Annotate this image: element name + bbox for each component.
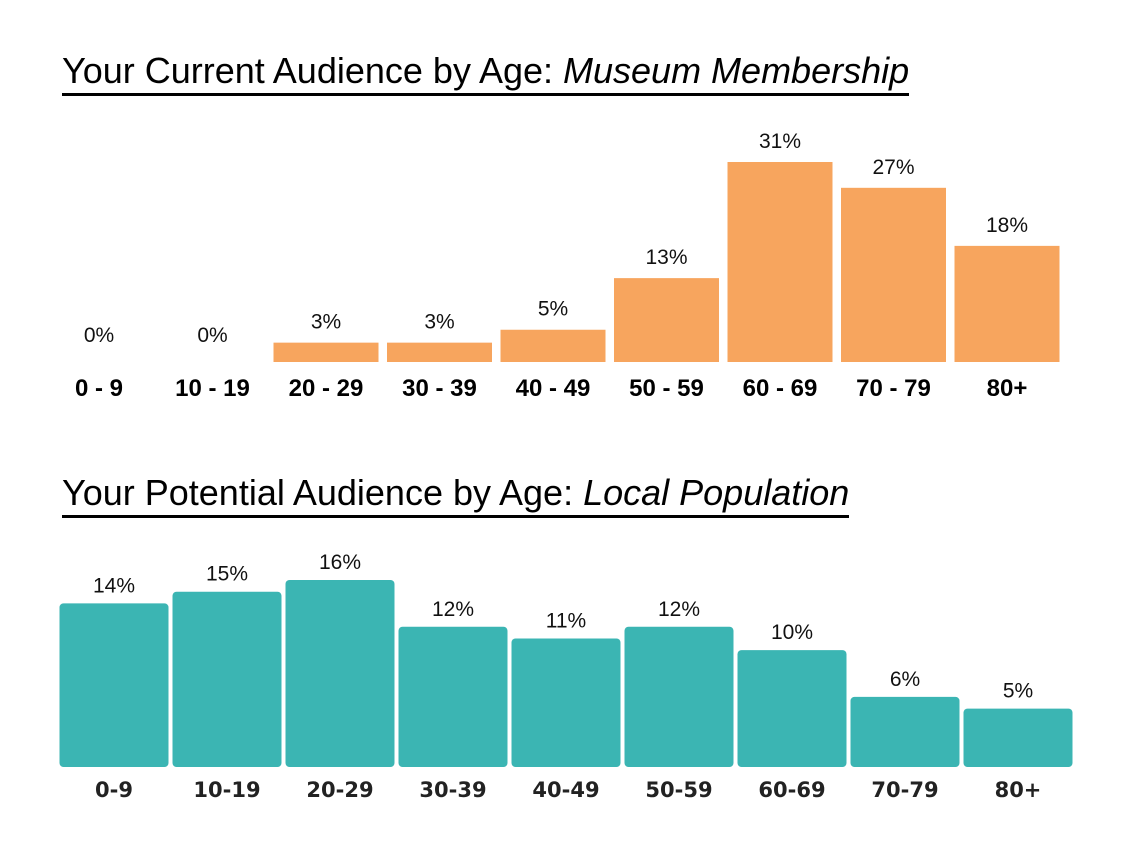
data-label-3: 3% <box>424 311 454 334</box>
bar-3 <box>398 626 508 767</box>
category-label-5: 50-59 <box>645 778 712 802</box>
population-bar-chart: 14% 0-9 15% 10-19 16% 20-29 12% 30-39 11% 40-49 12… <box>59 551 1073 802</box>
data-label-6: 10% <box>771 621 813 644</box>
bar-2 <box>273 342 379 362</box>
data-label-7: 27% <box>872 156 914 179</box>
category-label-8: 80+ <box>987 375 1028 402</box>
data-label-1: 0% <box>197 324 227 347</box>
data-label-8: 18% <box>986 214 1028 237</box>
category-label-0: 0 - 9 <box>75 375 123 402</box>
category-label-4: 40 - 49 <box>516 375 591 402</box>
bar-2 <box>285 580 395 767</box>
data-label-2: 16% <box>319 551 361 574</box>
category-label-3: 30-39 <box>419 778 486 802</box>
data-label-3: 12% <box>432 598 474 621</box>
category-label-4: 40-49 <box>532 778 599 802</box>
bar-6 <box>727 162 833 362</box>
data-label-0: 14% <box>93 574 135 597</box>
bar-5 <box>614 278 719 362</box>
bar-7 <box>841 187 946 362</box>
data-label-7: 6% <box>890 668 920 691</box>
data-label-1: 15% <box>206 563 248 586</box>
category-label-5: 50 - 59 <box>629 375 704 402</box>
category-label-2: 20 - 29 <box>289 375 364 402</box>
membership-bar-chart: 0% 0 - 9 0% 10 - 19 3% 20 - 29 3% 30 - 39 5% 40 -… <box>75 130 1060 402</box>
chart-title-main: Your Current Audience by Age: <box>62 50 564 91</box>
category-label-6: 60 - 69 <box>743 375 818 402</box>
chart-title-italic: Local Population <box>583 472 850 513</box>
data-label-4: 11% <box>546 609 586 632</box>
category-label-8: 80+ <box>995 778 1042 802</box>
chart-title-italic: Museum Membership <box>563 50 910 91</box>
chart-title-membership: Your Current Audience by Age: Museum Mem… <box>62 50 910 96</box>
category-label-2: 20-29 <box>306 778 373 802</box>
data-label-5: 12% <box>658 598 700 621</box>
category-label-0: 0-9 <box>95 778 133 802</box>
bar-8 <box>963 708 1073 767</box>
category-label-1: 10-19 <box>193 778 260 802</box>
bar-8 <box>954 245 1060 362</box>
category-label-3: 30 - 39 <box>402 375 477 402</box>
bar-4 <box>511 638 621 767</box>
data-label-2: 3% <box>311 311 341 334</box>
chart-title-population: Your Potential Audience by Age: Local Po… <box>62 472 850 518</box>
bar-6 <box>737 650 847 767</box>
data-label-6: 31% <box>759 130 801 153</box>
bar-0 <box>59 603 169 767</box>
data-label-8: 5% <box>1003 680 1033 703</box>
bar-4 <box>500 329 606 362</box>
data-label-4: 5% <box>538 298 568 321</box>
category-label-6: 60-69 <box>758 778 825 802</box>
bar-7 <box>850 696 960 767</box>
category-label-1: 10 - 19 <box>175 375 250 402</box>
bar-5 <box>624 626 734 767</box>
bar-1 <box>172 591 282 767</box>
chart-title-main: Your Potential Audience by Age: <box>62 472 584 513</box>
data-label-5: 13% <box>645 246 687 269</box>
category-label-7: 70-79 <box>871 778 938 802</box>
data-label-0: 0% <box>84 324 114 347</box>
category-label-7: 70 - 79 <box>856 375 931 402</box>
bar-3 <box>387 342 492 362</box>
